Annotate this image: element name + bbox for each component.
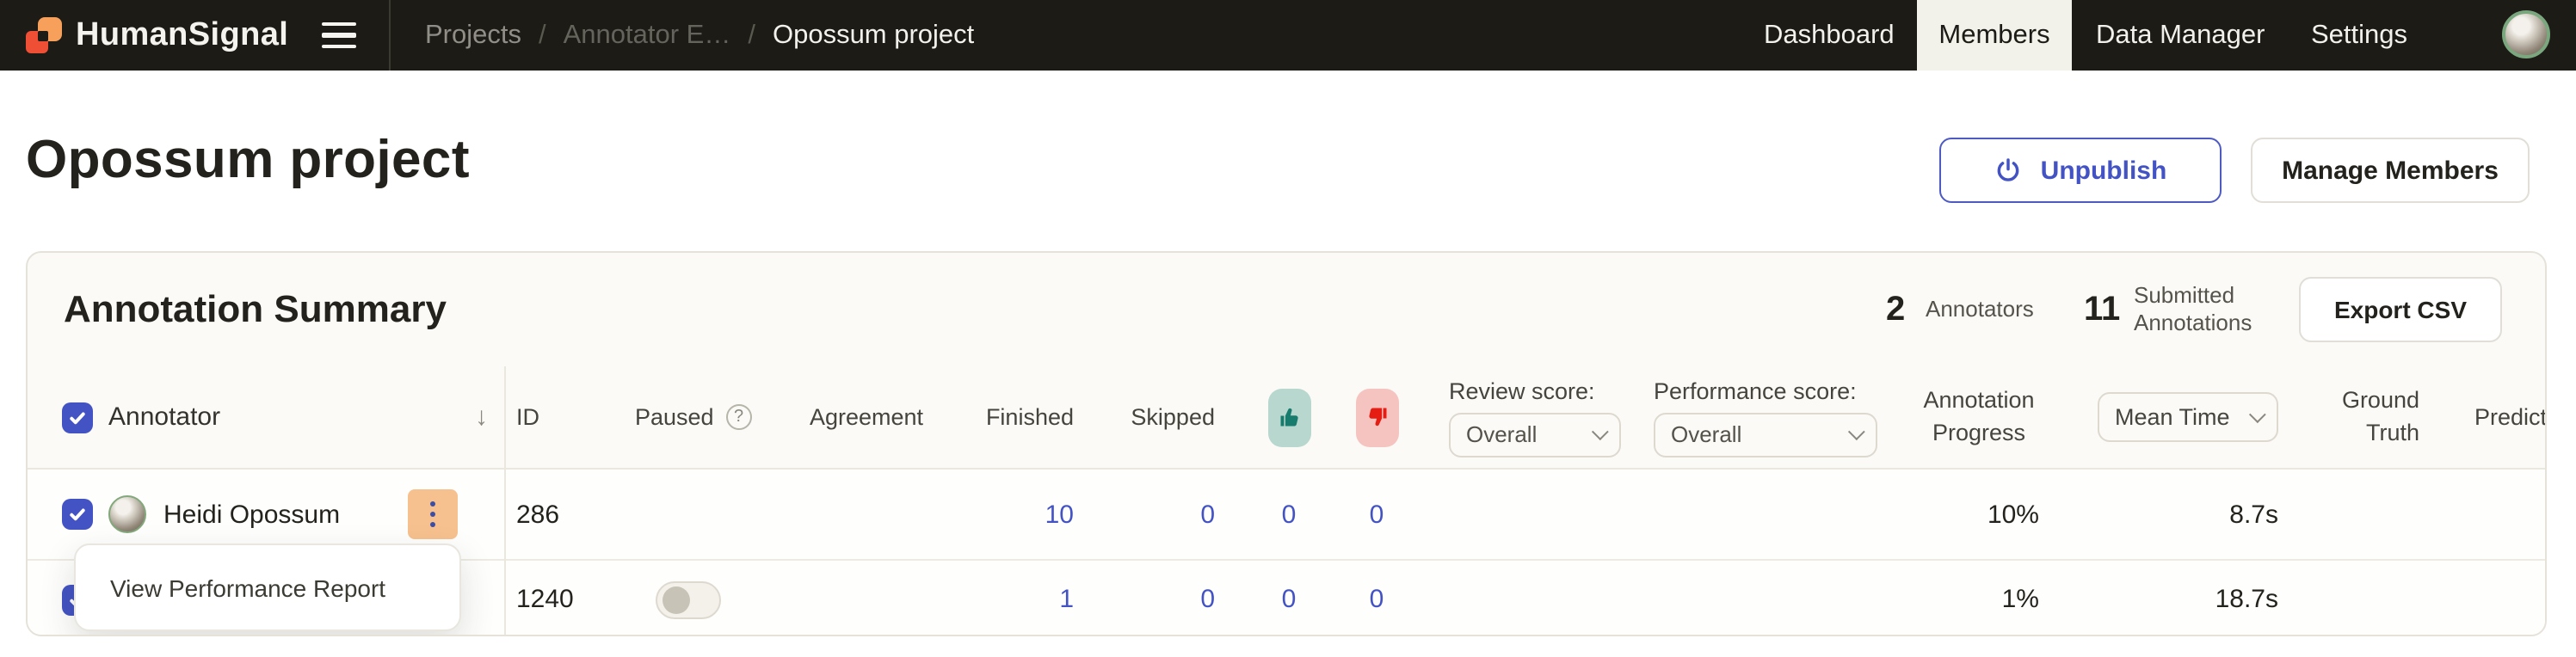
table-header-row: Annotator ↓ ID Paused ? Agreement Finish…	[28, 366, 2545, 470]
topbar: HumanSignal Projects / Annotator E… / Op…	[0, 0, 2576, 71]
performance-score-value: Overall	[1671, 421, 1742, 447]
paused-label: Paused	[635, 404, 714, 430]
col-thumbs-down	[1354, 366, 1399, 468]
row-context-menu: View Performance Report	[74, 543, 461, 631]
cell-id: 1240	[516, 585, 574, 614]
brand-name: HumanSignal	[76, 16, 289, 52]
review-score-label: Review score:	[1449, 378, 1595, 403]
breadcrumb-annotator[interactable]: Annotator E…	[563, 20, 731, 49]
page-title: Opossum project	[26, 129, 470, 189]
top-navigation: Dashboard Members Data Manager Settings	[0, 0, 2576, 71]
hamburger-menu-icon[interactable]	[322, 17, 358, 53]
chevron-down-icon	[1847, 423, 1865, 441]
power-icon	[1997, 158, 2019, 181]
col-agreement: Agreement	[809, 404, 924, 430]
col-skipped: Skipped	[1131, 404, 1215, 430]
col-id: ID	[516, 404, 539, 430]
export-csv-button[interactable]: Export CSV	[2299, 277, 2502, 342]
breadcrumb-current-page: Opossum project	[772, 20, 975, 49]
row-checkbox[interactable]	[62, 499, 93, 530]
col-paused: Paused ?	[635, 366, 773, 468]
manage-members-label: Manage Members	[2282, 156, 2499, 185]
unpublish-button[interactable]: Unpublish	[1939, 138, 2222, 203]
mean-time-select[interactable]: Mean Time	[2098, 392, 2278, 442]
column-divider	[504, 366, 506, 635]
row-kebab-menu-icon[interactable]	[408, 489, 458, 539]
breadcrumb-separator: /	[748, 20, 755, 49]
nav-dashboard[interactable]: Dashboard	[1764, 20, 1895, 49]
col-annotator: Annotator	[108, 402, 221, 432]
performance-score-label: Performance score:	[1654, 378, 1857, 403]
mean-time-value: Mean Time	[2115, 404, 2230, 430]
nav-settings[interactable]: Settings	[2311, 20, 2408, 49]
thumbs-down-icon	[1368, 408, 1386, 427]
annotators-count: 2	[1886, 290, 1906, 328]
cell-id: 286	[516, 500, 560, 529]
paused-toggle-off[interactable]	[656, 580, 721, 618]
submitted-count: 11	[2084, 290, 2121, 328]
annotator-avatar	[108, 495, 146, 533]
thumbs-up-icon	[1279, 408, 1297, 427]
user-avatar[interactable]	[2502, 10, 2550, 58]
chevron-down-icon	[2248, 406, 2266, 424]
breadcrumb-projects[interactable]: Projects	[425, 20, 521, 49]
breadcrumb: Projects / Annotator E… / Opossum projec…	[425, 0, 974, 71]
annotators-label: Annotators	[1926, 295, 2034, 322]
cell-annotation-progress: 10%	[1987, 500, 2039, 529]
brand-logo[interactable]: HumanSignal	[26, 0, 288, 71]
review-score-select[interactable]: Overall	[1449, 412, 1621, 457]
performance-score-select[interactable]: Overall	[1654, 412, 1877, 457]
col-finished: Finished	[985, 404, 1074, 430]
chevron-down-icon	[1591, 423, 1609, 441]
topbar-divider	[389, 0, 391, 71]
help-icon[interactable]: ?	[725, 404, 752, 430]
submitted-label: Submitted Annotations	[2134, 281, 2252, 336]
cell-mean-time: 8.7s	[2229, 500, 2278, 529]
humansignal-logo-icon	[26, 17, 62, 53]
col-predictions: Predictions	[2474, 404, 2547, 430]
cell-finished-link[interactable]: 10	[1045, 500, 1074, 529]
annotator-name: Heidi Opossum	[163, 500, 341, 529]
review-score-value: Overall	[1466, 421, 1538, 447]
annotation-summary-card: Annotation Summary 2 Annotators 11 Submi…	[26, 251, 2547, 636]
cell-skipped-link[interactable]: 0	[1200, 585, 1215, 614]
table-row-heidi-opossum: Heidi Opossum 286 10 0 0 0 10% 8.7s	[28, 470, 2545, 561]
cell-thumbs-down-link[interactable]: 0	[1369, 585, 1384, 614]
col-thumbs-up	[1266, 366, 1311, 468]
cell-annotation-progress: 1%	[2001, 585, 2039, 614]
nav-members-active[interactable]: Members	[1917, 0, 2072, 71]
sort-descending-icon[interactable]: ↓	[475, 402, 488, 432]
menu-item-view-performance-report[interactable]: View Performance Report	[110, 574, 386, 601]
check-icon	[70, 508, 85, 521]
cell-mean-time: 18.7s	[2215, 585, 2278, 614]
select-all-checkbox[interactable]	[62, 402, 93, 433]
nav-data-manager[interactable]: Data Manager	[2096, 20, 2265, 49]
manage-members-button[interactable]: Manage Members	[2251, 138, 2530, 203]
cell-thumbs-down-link[interactable]: 0	[1369, 500, 1384, 529]
cell-thumbs-up-link[interactable]: 0	[1281, 585, 1297, 614]
check-icon	[70, 411, 85, 424]
cell-skipped-link[interactable]: 0	[1200, 500, 1215, 529]
col-annotation-progress: Annotation Progress	[1923, 387, 2035, 445]
breadcrumb-separator: /	[539, 20, 546, 49]
cell-thumbs-up-link[interactable]: 0	[1281, 500, 1297, 529]
card-header: Annotation Summary 2 Annotators 11 Submi…	[28, 253, 2545, 366]
summary-title: Annotation Summary	[64, 287, 447, 330]
cell-finished-link[interactable]: 1	[1059, 585, 1074, 614]
unpublish-label: Unpublish	[2040, 156, 2167, 185]
col-ground-truth: Ground Truth	[2341, 387, 2419, 445]
